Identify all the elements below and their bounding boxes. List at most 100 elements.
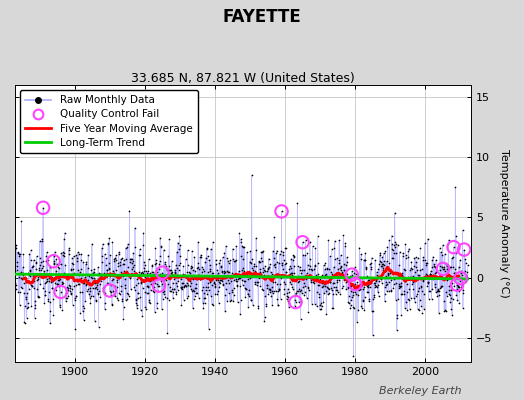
Point	[47, 278, 55, 285]
Point	[432, 257, 440, 263]
Point	[85, 294, 94, 301]
Point	[117, 255, 126, 262]
Point	[59, 280, 67, 286]
Point	[36, 262, 45, 268]
Point	[225, 280, 234, 287]
Point	[328, 246, 336, 252]
Point	[344, 285, 352, 292]
Point	[157, 281, 166, 288]
Point	[342, 279, 350, 286]
Point	[382, 273, 390, 280]
Point	[238, 266, 246, 273]
Point	[39, 285, 48, 292]
Point	[38, 238, 47, 244]
Point	[209, 302, 217, 308]
Point	[106, 287, 114, 294]
Point	[248, 266, 257, 273]
Point	[433, 288, 441, 294]
Point	[313, 260, 322, 266]
Point	[181, 272, 190, 278]
Point	[183, 294, 191, 301]
Point	[176, 260, 184, 266]
Point	[113, 283, 122, 290]
Point	[107, 289, 115, 295]
Point	[152, 269, 161, 275]
Point	[120, 268, 128, 274]
Point	[402, 299, 410, 306]
Point	[101, 306, 109, 312]
Point	[168, 286, 177, 292]
Point	[199, 266, 207, 273]
Point	[401, 305, 409, 311]
Point	[107, 277, 116, 284]
Point	[13, 259, 21, 266]
Point	[425, 288, 433, 294]
Point	[324, 237, 333, 244]
Point	[224, 269, 232, 275]
Point	[223, 298, 231, 304]
Point	[255, 258, 264, 265]
Point	[416, 274, 424, 281]
Point	[279, 249, 287, 255]
Point	[285, 304, 293, 310]
Point	[417, 303, 425, 310]
Point	[52, 286, 60, 293]
Point	[350, 269, 358, 276]
Point	[80, 280, 89, 286]
Point	[126, 272, 135, 279]
Point	[47, 264, 55, 270]
Point	[435, 245, 444, 252]
Point	[438, 264, 446, 270]
Point	[245, 287, 254, 294]
Point	[157, 244, 165, 250]
Point	[396, 284, 405, 290]
Point	[147, 287, 155, 294]
Point	[131, 224, 139, 231]
Point	[365, 296, 374, 302]
Point	[103, 270, 112, 276]
Point	[201, 294, 210, 301]
Point	[317, 306, 325, 313]
Point	[51, 248, 59, 255]
Point	[440, 264, 448, 270]
Point	[343, 254, 351, 260]
Point	[215, 279, 223, 285]
Point	[244, 276, 252, 282]
Point	[460, 246, 468, 253]
Point	[114, 249, 123, 255]
Point	[265, 255, 273, 262]
Point	[351, 281, 359, 287]
Point	[290, 297, 299, 303]
Point	[35, 266, 43, 273]
Point	[215, 260, 223, 266]
Point	[436, 285, 444, 291]
Point	[281, 245, 290, 251]
Point	[150, 289, 158, 295]
Point	[220, 250, 228, 256]
Point	[185, 270, 194, 277]
Point	[100, 284, 108, 290]
Point	[300, 292, 308, 298]
Point	[421, 272, 430, 279]
Point	[288, 256, 297, 263]
Point	[282, 296, 291, 303]
Point	[198, 287, 206, 294]
Point	[458, 305, 467, 311]
Point	[133, 302, 141, 308]
Point	[350, 304, 358, 311]
Point	[73, 254, 82, 261]
Point	[230, 284, 238, 291]
Point	[311, 300, 319, 307]
Point	[414, 272, 422, 278]
Point	[416, 245, 424, 251]
Point	[155, 282, 163, 289]
Point	[463, 269, 471, 276]
Point	[455, 287, 464, 294]
Point	[435, 310, 443, 316]
Point	[449, 296, 457, 303]
Point	[13, 263, 21, 270]
Point	[15, 250, 23, 257]
Point	[247, 270, 256, 276]
Point	[90, 274, 99, 281]
Point	[322, 273, 331, 279]
